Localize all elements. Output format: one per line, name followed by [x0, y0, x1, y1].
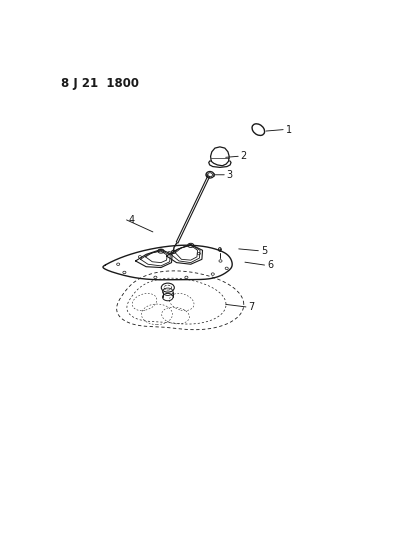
Text: 5: 5	[261, 246, 267, 256]
Text: 3: 3	[227, 170, 233, 180]
Text: 1: 1	[286, 125, 292, 135]
Text: 6: 6	[267, 260, 273, 270]
Text: 2: 2	[241, 151, 247, 161]
Text: 7: 7	[248, 302, 255, 312]
Text: 4: 4	[129, 215, 135, 225]
Text: 8 J 21  1800: 8 J 21 1800	[61, 77, 139, 90]
